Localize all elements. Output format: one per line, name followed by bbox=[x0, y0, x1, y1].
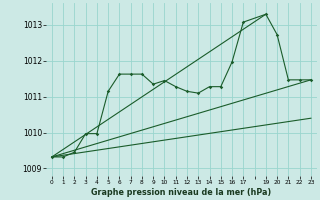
X-axis label: Graphe pression niveau de la mer (hPa): Graphe pression niveau de la mer (hPa) bbox=[91, 188, 271, 197]
